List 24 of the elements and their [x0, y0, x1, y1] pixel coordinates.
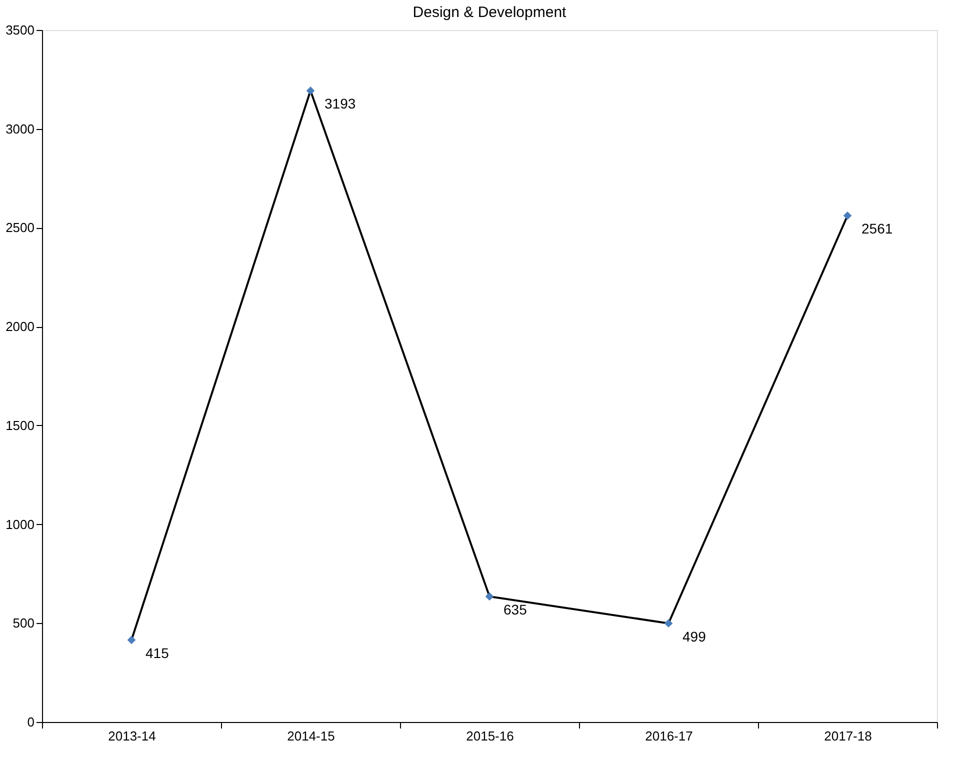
data-label: 415 — [146, 644, 170, 661]
x-tick-label: 2017-18 — [824, 728, 872, 744]
y-tick-label: 3000 — [6, 121, 34, 136]
x-tick-label: 2014-15 — [287, 728, 335, 744]
point — [127, 636, 136, 644]
y-tick-label: 500 — [12, 616, 34, 631]
data-label: 635 — [504, 601, 528, 618]
y-tick-label: 3500 — [6, 22, 34, 38]
point — [843, 211, 852, 220]
point — [306, 86, 315, 95]
y-tick-label: 2500 — [6, 220, 34, 236]
x-tick-label: 2016-17 — [645, 728, 693, 744]
x-tick-label: 2013-14 — [108, 728, 156, 744]
y-tick-label: 0 — [27, 714, 34, 730]
y-tick-label: 1500 — [6, 418, 34, 433]
chart-title: Design & Development — [412, 4, 568, 21]
data-label: 499 — [682, 628, 706, 644]
data-label: 3193 — [324, 96, 356, 112]
point — [485, 592, 494, 601]
x-tick-label: 2015-16 — [466, 728, 514, 744]
data-label: 2561 — [862, 220, 893, 237]
point — [664, 619, 673, 628]
y-tick-label: 2000 — [6, 319, 34, 334]
y-tick-label: 1000 — [6, 516, 34, 532]
